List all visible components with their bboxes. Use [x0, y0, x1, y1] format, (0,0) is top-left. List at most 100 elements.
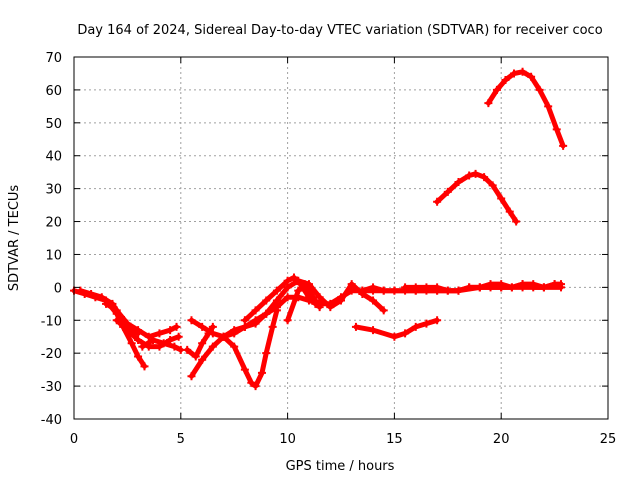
series-track-12	[351, 316, 442, 341]
y-tick-label: 30	[45, 183, 62, 198]
data-point	[550, 280, 559, 289]
data-point	[369, 283, 378, 292]
data-point	[134, 336, 143, 345]
data-point	[539, 283, 548, 292]
data-point	[112, 306, 121, 315]
y-tick-label: -10	[41, 314, 62, 329]
series-track-14	[401, 280, 559, 295]
data-point	[208, 329, 217, 338]
data-point	[219, 332, 228, 341]
data-point	[379, 306, 388, 315]
series-trace	[485, 69, 566, 149]
data-point	[134, 326, 143, 335]
data-point	[187, 372, 196, 381]
data-point	[262, 349, 271, 358]
series-track-9	[219, 306, 281, 391]
axis-ticks: 0 5 10 15 20 25 -40 -30 -20 -10 0 10 20 30 40 50 60 70	[41, 51, 617, 447]
data-point	[507, 283, 516, 292]
series-track-3	[102, 299, 181, 341]
chart-title: Day 164 of 2024, Sidereal Day-to-day VTE…	[77, 23, 602, 38]
data-point	[251, 319, 260, 328]
data-point	[484, 99, 493, 108]
data-point	[488, 181, 497, 190]
y-tick-label: 60	[45, 84, 62, 99]
data-point	[262, 296, 271, 305]
data-point	[112, 316, 121, 325]
data-point	[240, 365, 249, 374]
y-tick-label: 0	[54, 281, 62, 296]
data-point	[170, 342, 179, 351]
series-track-11	[283, 280, 324, 325]
data-point	[198, 355, 207, 364]
data-point	[501, 76, 510, 85]
data-point	[454, 286, 463, 295]
x-axis-label: GPS time / hours	[286, 459, 395, 474]
y-tick-label: -40	[41, 413, 62, 428]
data-point	[183, 345, 192, 354]
x-tick-label: 25	[600, 432, 617, 447]
data-point	[290, 273, 299, 282]
data-point	[411, 283, 420, 292]
data-point	[174, 332, 183, 341]
data-point	[315, 303, 324, 312]
series-track-10	[240, 273, 320, 325]
y-tick-label: -20	[41, 347, 62, 362]
data-point	[510, 69, 519, 78]
data-point	[422, 319, 431, 328]
data-point	[144, 332, 153, 341]
data-point	[512, 217, 521, 226]
data-point	[492, 85, 501, 94]
data-point	[198, 339, 207, 348]
data-point	[155, 329, 164, 338]
data-series	[70, 67, 568, 391]
data-point	[471, 169, 480, 178]
data-point	[529, 283, 538, 292]
data-point	[208, 342, 217, 351]
y-tick-label: 10	[45, 248, 62, 263]
data-point	[433, 283, 442, 292]
data-point	[230, 326, 239, 335]
data-point	[251, 306, 260, 315]
data-point	[326, 303, 335, 312]
data-point	[140, 362, 149, 371]
data-point	[401, 283, 410, 292]
data-point	[76, 286, 85, 295]
data-point	[262, 309, 271, 318]
data-point	[347, 280, 356, 289]
series-track-5	[138, 336, 185, 354]
x-tick-label: 5	[177, 432, 185, 447]
data-point	[486, 280, 495, 289]
data-point	[465, 283, 474, 292]
data-point	[401, 329, 410, 338]
data-point	[505, 207, 514, 216]
plot-border	[73, 56, 609, 420]
x-tick-label: 15	[386, 432, 403, 447]
data-point	[300, 280, 309, 289]
data-point	[518, 280, 527, 289]
data-point	[251, 382, 260, 391]
data-point	[390, 286, 399, 295]
data-point	[134, 352, 143, 361]
data-point	[283, 293, 292, 302]
data-point	[535, 85, 544, 94]
series-track-16	[484, 67, 568, 150]
data-point	[369, 296, 378, 305]
data-point	[294, 286, 303, 295]
data-point	[149, 336, 158, 345]
data-point	[379, 286, 388, 295]
data-point	[97, 293, 106, 302]
data-point	[497, 194, 506, 203]
series-track-15	[433, 169, 521, 226]
data-point	[480, 173, 489, 182]
data-point	[337, 296, 345, 305]
data-point	[268, 322, 277, 331]
series-trace	[434, 171, 519, 224]
data-point	[272, 286, 281, 295]
y-tick-label: 20	[45, 216, 62, 231]
data-point	[411, 322, 420, 331]
data-point	[433, 316, 442, 325]
data-point	[272, 296, 281, 305]
data-point	[433, 197, 442, 206]
